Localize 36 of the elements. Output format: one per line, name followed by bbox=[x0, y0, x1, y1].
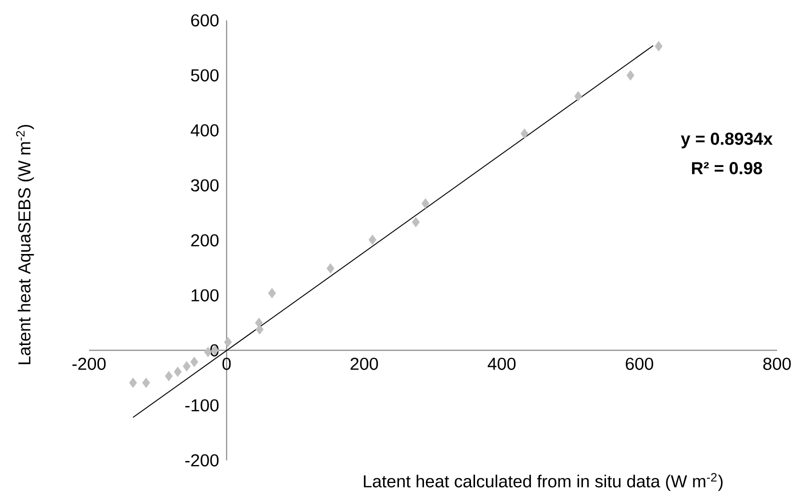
point bbox=[256, 324, 264, 334]
x-tick-label: -200 bbox=[72, 358, 106, 370]
y-tick-label: 300 bbox=[190, 179, 219, 192]
point bbox=[224, 336, 232, 347]
point bbox=[142, 378, 150, 388]
y-tick-label: 400 bbox=[190, 124, 219, 136]
point bbox=[422, 198, 430, 208]
y-tick-label: -200 bbox=[185, 454, 219, 466]
y-tick-label: -100 bbox=[185, 399, 219, 412]
x-tick-label: 400 bbox=[488, 358, 516, 370]
y-axis-title: Latent heat AquaSEBS (W m$^{-2}$) bbox=[16, 124, 34, 364]
point bbox=[654, 40, 663, 52]
point bbox=[164, 370, 173, 382]
x-tick-label: 0 bbox=[222, 358, 231, 370]
y-tick-label: 500 bbox=[191, 69, 219, 82]
x-tick-label: 200 bbox=[350, 358, 378, 370]
point bbox=[182, 361, 191, 372]
annotation: y = 0.8934x bbox=[680, 132, 773, 148]
y-tick-label: 100 bbox=[192, 289, 219, 302]
x-tick-label: 800 bbox=[763, 358, 791, 370]
point bbox=[255, 318, 263, 328]
point bbox=[174, 366, 182, 377]
point bbox=[129, 378, 137, 388]
y-tick-label: 600 bbox=[191, 14, 219, 26]
point bbox=[574, 91, 582, 102]
y-tick-label: 200 bbox=[191, 234, 219, 246]
point bbox=[268, 288, 276, 298]
x-tick-label: 600 bbox=[626, 358, 654, 370]
x-axis-title: Latent heat calculated from in situ data (W m$^{-2}$) bbox=[364, 472, 723, 491]
annotation: R² = 0.98 bbox=[692, 162, 762, 174]
point bbox=[326, 263, 334, 274]
point bbox=[520, 128, 528, 139]
point bbox=[626, 70, 634, 80]
point bbox=[368, 234, 376, 245]
point bbox=[412, 216, 420, 228]
point bbox=[190, 356, 198, 367]
